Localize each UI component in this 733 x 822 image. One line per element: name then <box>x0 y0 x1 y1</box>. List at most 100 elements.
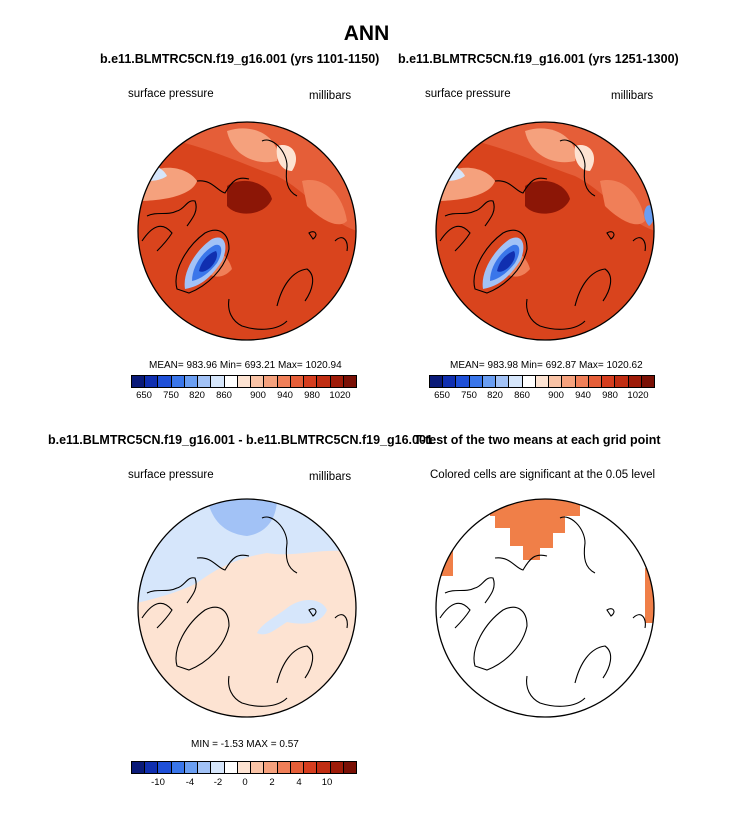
panel3-title: b.e11.BLMTRC5CN.f19_g16.001 - b.e11.BLMT… <box>48 433 433 447</box>
panel3-units-label: millibars <box>309 471 352 483</box>
colorbar-swatch <box>562 376 576 387</box>
greenland-coast <box>473 229 528 294</box>
coast-line-d <box>261 139 298 197</box>
colorbar-tick-label: 650 <box>136 390 152 401</box>
colorbar-tick-label: 750 <box>461 390 477 401</box>
field-region-light-east <box>302 180 347 225</box>
coast-line-a <box>439 602 471 629</box>
panel2-title: b.e11.BLMTRC5CN.f19_g16.001 (yrs 1251-13… <box>398 52 679 66</box>
colorbar-tick-label: 860 <box>216 390 232 401</box>
panel2-polar-map <box>435 121 655 341</box>
colorbar-swatch <box>430 376 444 387</box>
coast-line-d <box>261 516 298 574</box>
colorbar-swatch <box>330 376 344 387</box>
coastline-group <box>439 516 646 707</box>
coastline-group <box>439 139 646 330</box>
map-border <box>137 121 357 341</box>
colorbar-swatch <box>224 762 238 773</box>
colorbar-tick-label: -10 <box>151 777 165 788</box>
field-region-orange <box>177 122 356 231</box>
scandinavia-coast <box>574 268 612 307</box>
coast-line-e <box>228 675 288 707</box>
field-region-light-north <box>227 128 278 163</box>
map-border <box>435 121 655 341</box>
panel4-title: T-test of the two means at each grid poi… <box>414 433 661 447</box>
colorbar-swatch <box>132 376 146 387</box>
colorbar-swatch <box>198 376 212 387</box>
colorbar-tick-label: 2 <box>269 777 275 788</box>
colorbar-swatch <box>171 762 185 773</box>
colorbar-swatch <box>496 376 510 387</box>
greenland-coast <box>175 606 230 671</box>
colorbar-swatch <box>469 376 483 387</box>
panel3-stats: MIN = -1.53 MAX = 0.57 <box>191 739 299 750</box>
colorbar-swatch <box>343 762 356 773</box>
panel2-stats: MEAN= 983.98 Min= 692.87 Max= 1020.62 <box>450 360 643 371</box>
coast-line-b <box>146 200 197 227</box>
colorbar-tick-label: -2 <box>213 777 223 788</box>
colorbar-tick-label: 900 <box>250 390 266 401</box>
panel2-units-label: millibars <box>611 90 654 102</box>
colorbar-swatch <box>509 376 523 387</box>
colorbar-tick-label: 1020 <box>627 390 649 401</box>
coast-line-c <box>494 554 548 571</box>
panel1-units-label: millibars <box>309 90 352 102</box>
colorbar-swatch <box>171 376 185 387</box>
coast-line-c <box>196 177 250 194</box>
colorbar-tick-label: 750 <box>163 390 179 401</box>
coast-line-b <box>444 200 495 227</box>
coast-line-d <box>559 516 596 574</box>
coast-line-c <box>494 177 548 194</box>
colorbar-swatch <box>482 376 497 387</box>
diff-region-negative-strong <box>207 499 277 536</box>
colorbar-tick-label: 860 <box>514 390 530 401</box>
coast-line-a <box>439 225 471 252</box>
colorbar-swatch <box>251 762 265 773</box>
colorbar-swatch <box>615 376 629 387</box>
coast-line-a <box>141 225 173 252</box>
coast-line-f <box>632 614 646 629</box>
colorbar-swatch <box>330 762 344 773</box>
colorbar-swatch <box>588 376 603 387</box>
colorbar-swatch <box>343 376 356 387</box>
significant-region-north <box>490 499 580 560</box>
colorbar-swatch <box>456 376 470 387</box>
panel2-colorbar <box>429 375 655 388</box>
colorbar-swatch <box>132 762 146 773</box>
colorbar-swatch <box>628 376 642 387</box>
coast-line-b <box>146 577 197 604</box>
colorbar-tick-label: 900 <box>548 390 564 401</box>
colorbar-swatch <box>522 376 536 387</box>
colorbar-swatch <box>443 376 457 387</box>
colorbar-swatch <box>290 376 305 387</box>
colorbar-tick-label: 980 <box>304 390 320 401</box>
colorbar-swatch <box>317 762 331 773</box>
colorbar-tick-label: 10 <box>321 777 333 788</box>
coastline-group <box>141 516 348 707</box>
panel1-title: b.e11.BLMTRC5CN.f19_g16.001 (yrs 1101-11… <box>100 52 380 66</box>
coast-line-b <box>444 577 495 604</box>
panel3-polar-map <box>137 498 357 718</box>
coast-line-f <box>334 614 348 629</box>
coast-line-a <box>141 602 173 629</box>
colorbar-swatch <box>575 376 589 387</box>
field-region-high-pressure <box>227 180 272 214</box>
colorbar-swatch <box>211 762 225 773</box>
panel4-polar-map <box>435 498 655 718</box>
colorbar-swatch <box>145 762 159 773</box>
coast-line-d <box>559 139 596 197</box>
colorbar-swatch <box>317 376 331 387</box>
island-coast <box>308 231 317 240</box>
colorbar-swatch <box>290 762 305 773</box>
colorbar-swatch <box>184 376 199 387</box>
colorbar-swatch <box>224 376 238 387</box>
diff-region-negative-east <box>257 599 327 635</box>
colorbar-tick-label: 980 <box>602 390 618 401</box>
greenland-low-core <box>199 251 218 272</box>
colorbar-swatch <box>641 376 654 387</box>
figure-title: ANN <box>343 22 390 45</box>
colorbar-swatch <box>277 376 291 387</box>
colorbar-swatch <box>145 376 159 387</box>
scandinavia-coast <box>574 645 612 684</box>
colorbar-swatch <box>198 762 212 773</box>
